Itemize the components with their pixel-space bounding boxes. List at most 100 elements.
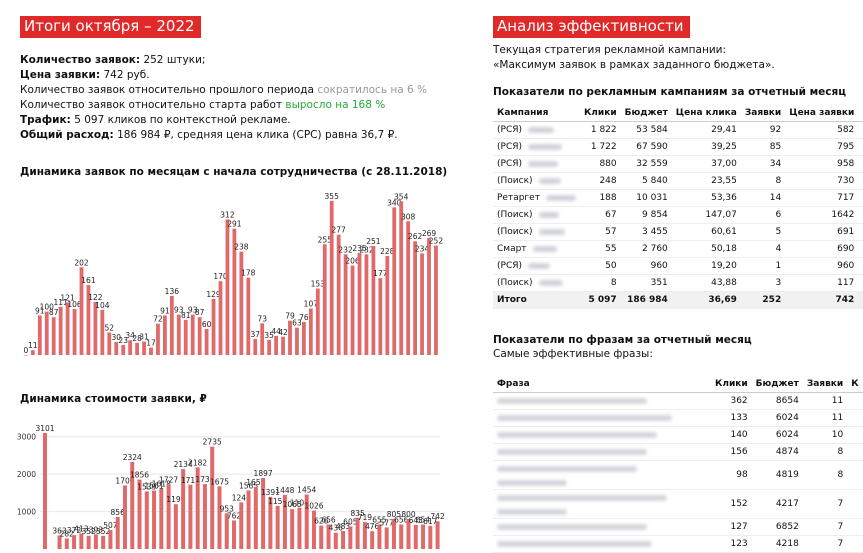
cost-bar [166, 484, 171, 549]
cost-bar-label: 1717 [181, 476, 200, 485]
cost-y-tick: 3000 [17, 433, 36, 442]
requests-bar [302, 322, 306, 355]
cost-bar [159, 488, 164, 549]
requests-bar-label: 72 [153, 315, 163, 324]
requests-bar-label: 28 [132, 334, 142, 343]
requests-bar-label: 91 [35, 306, 45, 315]
requests-bar-label: 340 [387, 198, 402, 207]
requests-bar-label: 308 [401, 212, 416, 221]
requests-bar [225, 219, 230, 355]
requests-bar [135, 342, 139, 355]
cost-bar [152, 490, 157, 549]
requests-bar [121, 345, 126, 355]
requests-bar [260, 323, 265, 355]
phrases-header-cell: Заявки [802, 376, 848, 393]
cost-bar-label: 800 [401, 510, 416, 519]
cost-bar [326, 524, 331, 549]
cost-bar [86, 535, 91, 549]
requests-bar [343, 254, 348, 355]
requests-bar-label: 106 [67, 300, 82, 309]
campaigns-row: (РСЯ) 1 822 53 584 29,41 92 582 [493, 121, 863, 139]
cost-bar [384, 527, 389, 549]
campaigns-row: (РСЯ) 50 960 19,20 1 960 [493, 257, 863, 275]
requests-bar [79, 267, 84, 355]
campaign-name: (Поиск) [497, 210, 533, 220]
campaigns-title: Показатели по рекламным кампаниям за отч… [493, 86, 847, 98]
cost-bar-label: 436 [329, 524, 344, 533]
requests-bar [371, 246, 376, 355]
requests-bar-label: 136 [165, 287, 180, 296]
requests-bar-label: 17 [146, 339, 156, 348]
requests-bar-label: 79 [285, 312, 295, 321]
requests-bar-label: 35 [264, 331, 274, 340]
cost-bar-label: 654 [416, 516, 431, 525]
cost-bar-label: 1856 [130, 471, 149, 480]
cost-bar [406, 519, 411, 549]
requests-bar [65, 302, 70, 355]
requests-bar [44, 311, 49, 355]
phrases-header-cell: Фраза [493, 376, 711, 393]
requests-bar [350, 265, 355, 355]
requests-bar-label: 232 [359, 245, 374, 254]
requests-bar [100, 309, 105, 355]
requests-bar-label: 63 [292, 319, 302, 328]
redacted-text [497, 495, 667, 501]
cost-bar [101, 535, 106, 549]
campaign-name: (РСЯ) [497, 159, 522, 169]
requests-bar [51, 317, 56, 355]
phrases-table: Фраза Клики Бюджет Заявки К 362 8654 11 133 6024… [493, 376, 863, 553]
campaigns-row: (РСЯ) 880 32 559 37,00 34 958 [493, 155, 863, 173]
requests-bar [128, 340, 133, 355]
cost-bar-label: 577 [380, 518, 395, 527]
cost-bar [64, 538, 69, 549]
requests-bar-label: 129 [206, 290, 221, 299]
cost-bar-label: 476 [365, 522, 380, 531]
campaign-name: (РСЯ) [497, 142, 522, 152]
analysis-title: Анализ эффективности [493, 16, 690, 38]
requests-bar [413, 241, 417, 355]
requests-bar-label: 87 [49, 308, 59, 317]
cost-bar-label: 413 [74, 525, 89, 534]
requests-bar [336, 234, 341, 355]
cost-bar-label: 1659 [246, 478, 265, 487]
cost-bar-label: 1727 [159, 475, 178, 484]
requests-bar [315, 288, 320, 355]
campaigns-row: Смарт 55 2 760 50,18 4 690 [493, 240, 863, 258]
requests-bar [308, 308, 313, 355]
cost-bar [297, 507, 302, 549]
requests-bar-label: 252 [429, 237, 444, 246]
phrases-header-cell: Бюджет [751, 376, 803, 393]
strategy-line-1: Текущая стратегия рекламной кампании: [493, 44, 726, 56]
cost-bar [362, 522, 367, 549]
requests-bar [246, 277, 251, 355]
campaigns-header-cell: К [858, 105, 863, 122]
requests-bar-label: 93 [188, 306, 198, 315]
phrases-row: 156 4874 8 [493, 443, 863, 461]
cost-bar-label: 2735 [203, 438, 222, 447]
requests-bar [176, 314, 181, 355]
cost-bar [232, 520, 237, 549]
requests-bar-label: 291 [227, 220, 242, 229]
requests-bar [86, 285, 91, 355]
cost-bar-label: 719 [358, 513, 373, 522]
requests-bar-label: 100 [40, 303, 55, 312]
cost-bar-label: 352 [81, 527, 96, 536]
requests-bar [378, 278, 383, 355]
summary-title: Итоги октября – 2022 [20, 16, 201, 38]
cost-bar [428, 525, 433, 549]
requests-bar [114, 341, 119, 355]
cost-bar-label: 352 [96, 527, 111, 536]
start-change-line: Количество заявок относительно старта ра… [20, 99, 386, 111]
requests-bar [322, 244, 327, 355]
cost-bar [275, 505, 280, 549]
phrases-header-cell: Клики [711, 376, 752, 393]
cost-bar-label: 2324 [123, 453, 142, 462]
redacted-text [497, 508, 567, 515]
cost-bar-label: 507 [103, 521, 118, 530]
campaigns-row: (РСЯ) 1 722 67 590 39,25 85 795 [493, 138, 863, 156]
cost-bar-label: 393 [89, 525, 104, 534]
redacted-text [538, 211, 559, 218]
requests-chart: 0119110087111121106202161122104523023342… [24, 192, 444, 356]
price-line: Цена заявки: 742 руб. [20, 69, 150, 81]
redacted-text [497, 523, 647, 530]
